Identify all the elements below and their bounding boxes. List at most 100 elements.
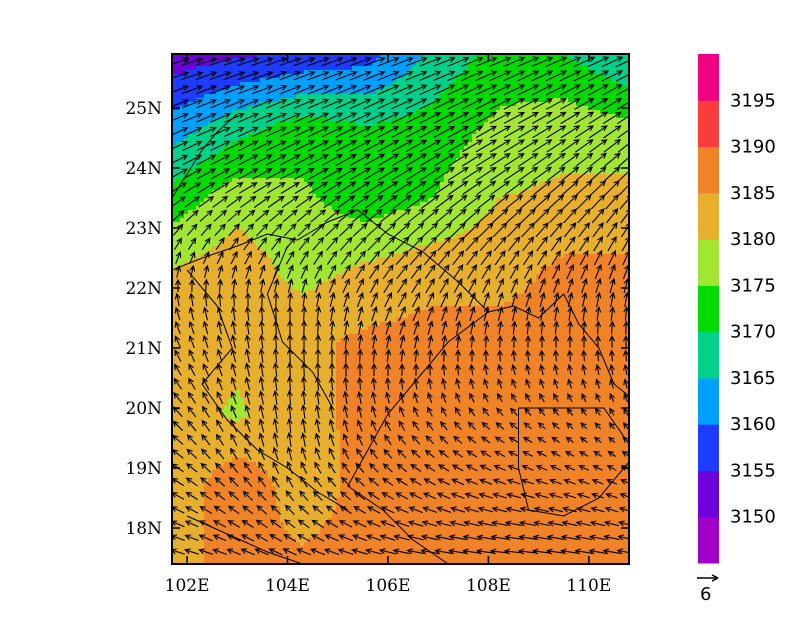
field-cell bbox=[184, 218, 189, 223]
field-cell bbox=[296, 102, 301, 107]
field-cell bbox=[200, 134, 205, 139]
field-cell bbox=[588, 222, 593, 227]
field-cell bbox=[436, 186, 441, 191]
field-cell bbox=[196, 218, 201, 223]
field-cell bbox=[468, 182, 473, 187]
field-cell bbox=[364, 186, 369, 191]
field-cell bbox=[432, 182, 437, 187]
field-cell bbox=[300, 146, 305, 151]
field-cell bbox=[192, 86, 197, 91]
field-cell bbox=[356, 146, 361, 151]
field-cell bbox=[388, 110, 393, 115]
field-cell bbox=[180, 90, 185, 95]
field-cell bbox=[620, 134, 625, 139]
field-cell bbox=[224, 54, 229, 59]
field-cell bbox=[372, 150, 377, 155]
field-cell bbox=[420, 114, 425, 119]
field-cell bbox=[272, 98, 277, 103]
field-cell bbox=[500, 178, 505, 183]
field-cell bbox=[420, 106, 425, 111]
field-cell bbox=[296, 78, 301, 83]
field-cell bbox=[320, 218, 325, 223]
field-cell bbox=[592, 194, 597, 199]
field-cell bbox=[208, 54, 213, 59]
field-cell bbox=[308, 130, 313, 135]
field-cell bbox=[388, 166, 393, 171]
field-cell bbox=[480, 94, 485, 99]
field-cell bbox=[548, 118, 553, 123]
field-cell bbox=[596, 174, 601, 179]
field-cell bbox=[608, 114, 613, 119]
field-cell bbox=[324, 202, 329, 207]
field-cell bbox=[572, 190, 577, 195]
field-cell bbox=[192, 178, 197, 183]
field-cell bbox=[492, 210, 497, 215]
field-cell bbox=[276, 206, 281, 211]
field-cell bbox=[452, 106, 457, 111]
field-cell bbox=[324, 54, 329, 59]
field-cell bbox=[296, 210, 301, 215]
field-cell bbox=[416, 130, 421, 135]
field-cell bbox=[188, 190, 193, 195]
field-cell bbox=[620, 150, 625, 155]
field-cell bbox=[376, 202, 381, 207]
field-cell bbox=[288, 82, 293, 87]
field-cell bbox=[280, 118, 285, 123]
field-cell bbox=[292, 94, 297, 99]
field-cell bbox=[552, 170, 557, 175]
field-cell bbox=[444, 194, 449, 199]
field-cell bbox=[552, 182, 557, 187]
field-cell bbox=[372, 222, 377, 227]
field-cell bbox=[592, 78, 597, 83]
field-cell bbox=[436, 66, 441, 71]
field-cell bbox=[312, 126, 317, 131]
field-cell bbox=[608, 222, 613, 227]
field-cell bbox=[444, 90, 449, 95]
field-cell bbox=[204, 218, 209, 223]
field-cell bbox=[348, 202, 353, 207]
field-cell bbox=[248, 114, 253, 119]
field-cell bbox=[404, 62, 409, 67]
field-cell bbox=[348, 110, 353, 115]
field-cell bbox=[608, 58, 613, 63]
field-cell bbox=[312, 94, 317, 99]
field-cell bbox=[448, 174, 453, 179]
field-cell bbox=[404, 202, 409, 207]
field-cell bbox=[288, 210, 293, 215]
field-cell bbox=[328, 62, 333, 67]
field-cell bbox=[304, 122, 309, 127]
field-cell bbox=[372, 82, 377, 87]
field-cell bbox=[272, 170, 277, 175]
field-cell bbox=[420, 130, 425, 135]
field-cell bbox=[524, 58, 529, 63]
field-cell bbox=[504, 178, 509, 183]
field-cell bbox=[440, 198, 445, 203]
field-cell bbox=[304, 62, 309, 67]
field-cell bbox=[440, 86, 445, 91]
field-cell bbox=[572, 146, 577, 151]
field-cell bbox=[228, 126, 233, 131]
field-cell bbox=[548, 102, 553, 107]
field-cell bbox=[224, 218, 229, 223]
field-cell bbox=[336, 86, 341, 91]
field-cell bbox=[336, 94, 341, 99]
field-cell bbox=[388, 174, 393, 179]
field-cell bbox=[500, 102, 505, 107]
field-cell bbox=[284, 194, 289, 199]
field-cell bbox=[496, 154, 501, 159]
field-cell bbox=[204, 194, 209, 199]
field-cell bbox=[476, 146, 481, 151]
field-cell bbox=[596, 166, 601, 171]
field-cell bbox=[428, 82, 433, 87]
field-cell bbox=[408, 210, 413, 215]
field-cell bbox=[204, 154, 209, 159]
field-cell bbox=[540, 206, 545, 211]
field-cell bbox=[224, 98, 229, 103]
field-cell bbox=[224, 130, 229, 135]
field-cell bbox=[368, 198, 373, 203]
field-cell bbox=[580, 170, 585, 175]
field-cell bbox=[268, 178, 273, 183]
field-cell bbox=[464, 178, 469, 183]
field-cell bbox=[460, 162, 465, 167]
field-cell bbox=[476, 74, 481, 79]
